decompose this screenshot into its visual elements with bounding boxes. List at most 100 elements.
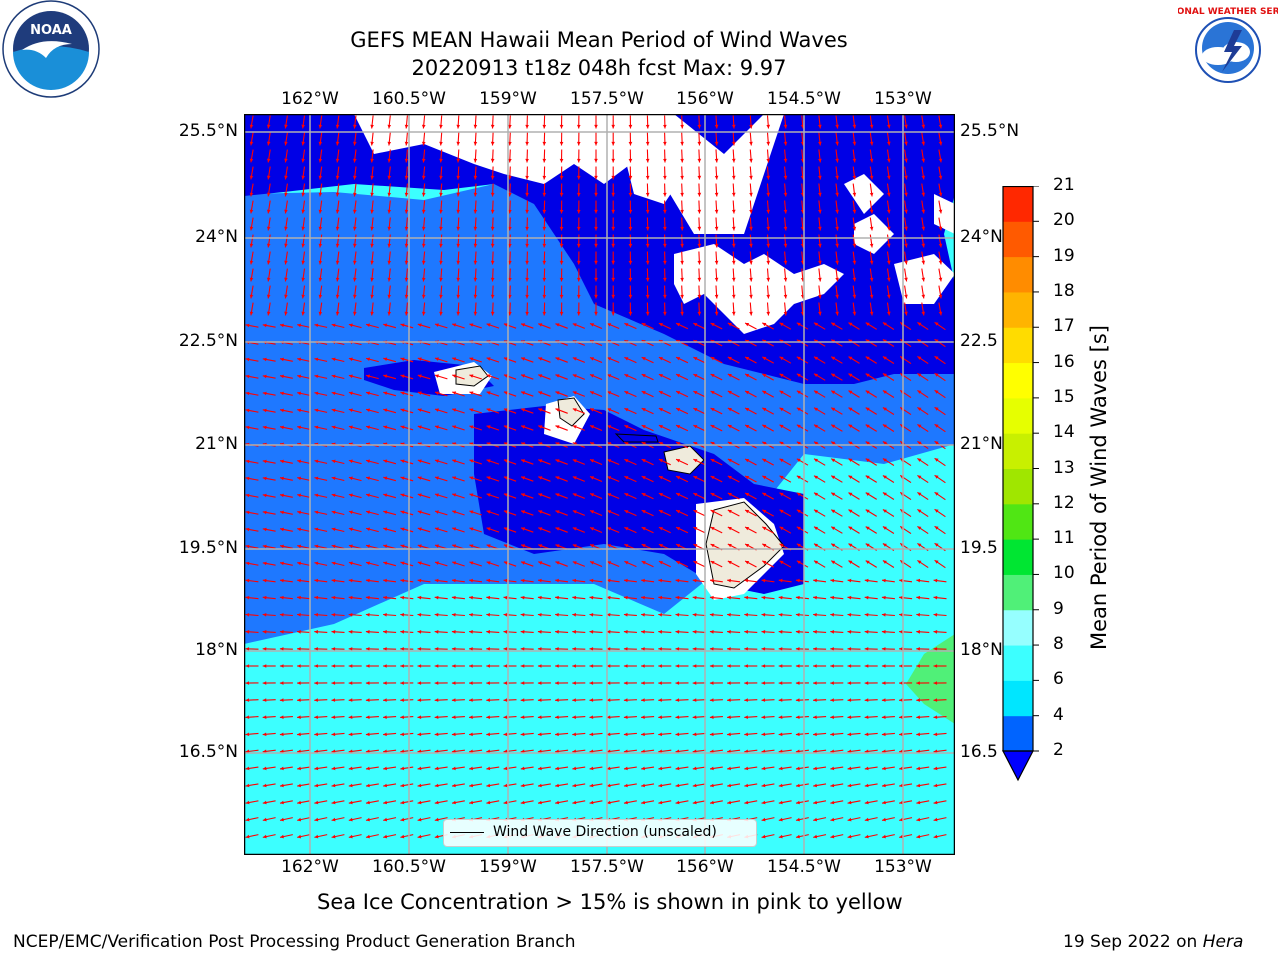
wave-direction-arrowhead (675, 766, 680, 771)
wave-direction-arrowhead (814, 373, 818, 378)
wave-direction-arrowhead (456, 141, 460, 146)
wave-direction-arrowhead (818, 192, 822, 197)
wave-direction-arrowhead (732, 141, 736, 146)
wave-direction-arrowhead (848, 322, 853, 326)
wave-direction-arrowhead (869, 311, 874, 316)
wave-direction-arrowhead (624, 544, 629, 548)
wave-direction-arrowhead (331, 408, 336, 413)
wave-direction-arrowhead (370, 158, 374, 163)
wave-direction-arrowhead (314, 800, 319, 805)
wave-direction-arrowhead (933, 578, 938, 583)
wave-direction-arrowhead (559, 294, 564, 299)
wave-direction-arrowhead (779, 458, 784, 463)
wave-direction-arrowhead (508, 294, 512, 299)
wave-direction-arrowhead (555, 544, 560, 548)
wave-direction-arrowhead (899, 783, 903, 788)
wave-direction-arrowhead (714, 175, 719, 180)
wave-direction-arrowhead (417, 630, 422, 634)
wave-direction-arrowhead (658, 715, 662, 719)
wave-direction-arrowhead (331, 493, 336, 498)
wave-direction-arrowhead (745, 493, 750, 497)
wave-direction-arrowhead (916, 698, 920, 702)
wave-direction-arrowhead (916, 834, 921, 839)
wave-direction-arrowhead (835, 175, 839, 180)
wave-direction-arrowhead (521, 425, 526, 429)
wave-direction-arrowhead (692, 613, 697, 617)
wave-direction-arrowhead (383, 374, 388, 378)
wave-direction-arrowhead (473, 141, 478, 146)
wave-direction-arrowhead (848, 407, 853, 411)
wave-direction-arrowhead (366, 425, 370, 429)
wave-direction-arrowhead (490, 158, 495, 163)
wave-direction-arrowhead (831, 543, 836, 548)
wave-direction-arrowhead (814, 475, 818, 480)
wave-direction-arrowhead (916, 715, 920, 719)
wave-direction-arrowhead (641, 459, 646, 463)
wave-direction-arrowhead (537, 715, 542, 719)
wave-direction-arrowhead (813, 766, 817, 771)
wave-direction-arrowhead (318, 294, 323, 299)
wave-direction-arrowhead (417, 323, 422, 327)
wave-direction-arrowhead (594, 192, 598, 197)
colorbar-segment (1003, 574, 1033, 611)
wave-direction-arrowhead (624, 800, 628, 805)
wave-direction-arrowhead (663, 260, 667, 265)
wave-direction-arrowhead (645, 141, 650, 146)
wave-direction-arrowhead (663, 226, 667, 231)
wave-direction-arrowhead (744, 766, 749, 771)
wave-direction-arrowhead (864, 834, 869, 839)
wave-direction-arrowhead (611, 192, 615, 197)
lat-tick-right: 21°N (960, 434, 1003, 454)
wave-direction-arrowhead (766, 277, 771, 282)
wave-direction-arrowhead (779, 509, 784, 514)
wave-direction-arrowhead (606, 698, 611, 702)
wave-direction-arrowhead (503, 732, 508, 737)
wave-direction-arrowhead (572, 800, 577, 805)
wave-direction-arrowhead (490, 243, 495, 248)
wave-direction-arrowhead (245, 408, 250, 413)
wave-direction-arrowhead (818, 158, 822, 163)
wave-direction-arrowhead (353, 277, 357, 282)
wave-direction-arrowhead (435, 493, 439, 497)
wave-direction-arrowhead (710, 783, 714, 788)
wave-direction-arrowhead (245, 561, 250, 566)
wave-direction-arrowhead (641, 510, 646, 514)
wave-direction-arrowhead (658, 783, 663, 788)
nws-logo: NATIONAL WEATHER SERVICE (1153, 0, 1280, 100)
wave-direction-arrowhead (572, 783, 577, 788)
wave-direction-arrowhead (761, 800, 766, 805)
wave-direction-arrowhead (693, 408, 698, 412)
wave-direction-arrowhead (245, 391, 250, 396)
wave-direction-arrowhead (727, 613, 731, 617)
wave-direction-arrowhead (525, 141, 529, 146)
wave-direction-arrowhead (589, 732, 594, 737)
wave-direction-arrowhead (692, 715, 697, 719)
wave-direction-arrowhead (284, 277, 288, 282)
wave-direction-arrowhead (714, 243, 719, 248)
white-patch-ne3 (854, 214, 894, 254)
wave-direction-arrowhead (714, 311, 719, 316)
wave-direction-arrowhead (904, 141, 908, 146)
wave-direction-arrowhead (400, 425, 405, 429)
wave-direction-arrowhead (779, 390, 784, 395)
wave-direction-arrowhead (521, 476, 526, 480)
wave-direction-arrowhead (675, 800, 680, 805)
wave-direction-arrowhead (280, 374, 284, 379)
wave-direction-arrowhead (486, 630, 490, 634)
wave-direction-arrowhead (663, 141, 667, 146)
wave-direction-arrowhead (370, 294, 374, 299)
wave-direction-arrowhead (537, 732, 542, 737)
map-title: GEFS MEAN Hawaii Mean Period of Wind Wav… (350, 28, 848, 52)
wave-direction-arrowhead (365, 749, 370, 754)
wave-direction-arrowhead (435, 408, 439, 412)
wave-direction-arrowhead (745, 408, 750, 412)
wave-direction-arrowhead (245, 766, 250, 771)
wave-direction-arrowhead (624, 510, 629, 514)
wave-direction-arrowhead (658, 527, 663, 531)
wave-direction-arrowhead (331, 664, 336, 668)
wave-direction-arrowhead (353, 260, 357, 265)
wave-direction-arrowhead (745, 510, 750, 514)
wave-direction-arrowhead (404, 141, 409, 146)
wave-direction-arrowhead (761, 578, 766, 583)
wave-direction-arrowhead (607, 357, 612, 361)
